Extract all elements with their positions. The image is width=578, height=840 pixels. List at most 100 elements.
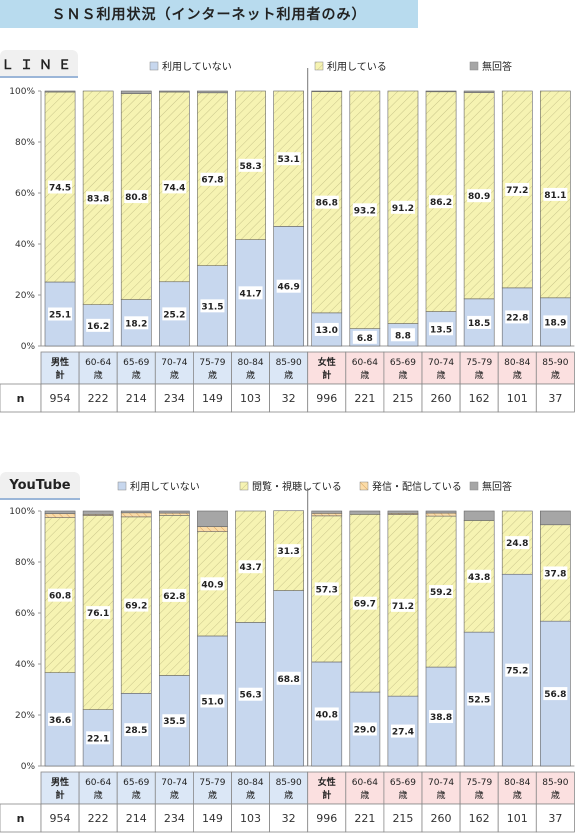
bar-segment bbox=[425, 90, 457, 93]
data-label: 69.7 bbox=[354, 600, 376, 610]
data-label-bg bbox=[238, 687, 263, 701]
category-cell bbox=[269, 351, 309, 385]
category-label: 75-79 bbox=[199, 778, 225, 788]
data-label: 25.1 bbox=[49, 310, 71, 320]
data-label: 22.8 bbox=[506, 313, 528, 323]
bar-segment bbox=[197, 526, 228, 532]
n-value: 37 bbox=[548, 392, 562, 405]
n-value: 222 bbox=[88, 812, 109, 825]
data-label: 80.8 bbox=[125, 193, 147, 203]
data-label-bg bbox=[505, 310, 530, 324]
data-label: 86.2 bbox=[430, 198, 452, 208]
category-label: 85-90 bbox=[276, 778, 302, 788]
data-label-bg bbox=[200, 172, 225, 186]
category-cell bbox=[307, 351, 347, 385]
data-label: 51.0 bbox=[201, 697, 223, 707]
data-label: 77.2 bbox=[506, 186, 528, 196]
category-cell bbox=[269, 771, 309, 805]
data-label-bg bbox=[543, 315, 568, 329]
y-tick-label: 100% bbox=[9, 87, 35, 97]
category-label: 80-84 bbox=[504, 778, 530, 788]
bar-segment bbox=[463, 90, 495, 93]
data-label-bg bbox=[467, 692, 492, 706]
data-label: 13.0 bbox=[316, 326, 338, 336]
data-label-bg bbox=[543, 187, 568, 201]
category-label: 75-79 bbox=[199, 358, 225, 368]
data-label: 35.5 bbox=[163, 717, 185, 727]
legend-swatch bbox=[239, 481, 249, 491]
data-label-bg bbox=[86, 318, 111, 332]
category-label: 60-64 bbox=[85, 778, 111, 788]
data-label-bg bbox=[352, 203, 377, 217]
data-label-bg bbox=[505, 536, 530, 550]
legend-swatch bbox=[117, 481, 127, 491]
data-label-bg bbox=[467, 569, 492, 583]
legend-label: 無回答 bbox=[482, 60, 512, 73]
category-label: 計 bbox=[56, 789, 65, 801]
bar-segment bbox=[311, 90, 343, 92]
n-cell bbox=[497, 383, 537, 413]
n-cell bbox=[116, 803, 156, 833]
legend-swatch bbox=[314, 61, 324, 71]
data-label: 74.4 bbox=[163, 183, 185, 193]
data-label: 69.2 bbox=[125, 602, 147, 612]
category-label: 65-69 bbox=[390, 358, 416, 368]
legend-item: 利用していない bbox=[117, 481, 200, 493]
n-cell bbox=[231, 383, 270, 413]
data-label: 37.8 bbox=[544, 569, 566, 579]
category-label: 歳 bbox=[246, 789, 255, 801]
n-cell bbox=[40, 803, 80, 833]
n-cell bbox=[383, 803, 423, 833]
n-cell bbox=[307, 383, 347, 413]
n-cell bbox=[535, 803, 575, 833]
category-cell bbox=[383, 351, 423, 385]
y-tick-label: 40% bbox=[15, 660, 35, 670]
bar-segment bbox=[425, 512, 457, 517]
bar-segment bbox=[159, 512, 190, 516]
data-label: 31.3 bbox=[278, 547, 300, 557]
legend-item: 発信・配信している bbox=[359, 480, 462, 493]
data-label: 27.4 bbox=[392, 728, 414, 738]
bar-segment bbox=[120, 510, 152, 514]
n-value: 215 bbox=[392, 392, 413, 405]
category-cell bbox=[497, 351, 537, 385]
bar-segment bbox=[197, 90, 228, 94]
category-label: 80-84 bbox=[237, 778, 263, 788]
category-label: 女性 bbox=[318, 776, 336, 788]
data-label-bg bbox=[86, 731, 111, 745]
category-label: 85-90 bbox=[276, 358, 302, 368]
category-label: 65-69 bbox=[123, 778, 149, 788]
data-label-bg bbox=[48, 712, 73, 726]
n-value: 260 bbox=[431, 812, 452, 825]
category-label: 歳 bbox=[246, 369, 255, 381]
data-label: 13.5 bbox=[430, 325, 452, 335]
y-tick-label: 40% bbox=[15, 240, 35, 250]
category-label: 歳 bbox=[398, 369, 407, 381]
category-label: 85-90 bbox=[542, 358, 568, 368]
category-cell bbox=[40, 771, 80, 805]
bar-segment bbox=[120, 90, 152, 94]
category-label: 歳 bbox=[132, 789, 141, 801]
y-tick-label: 20% bbox=[15, 291, 35, 301]
legend-item: 無回答 bbox=[469, 480, 512, 493]
bar-segment bbox=[349, 510, 381, 515]
data-label: 76.1 bbox=[87, 609, 109, 619]
data-label: 43.7 bbox=[239, 563, 261, 573]
category-cell bbox=[154, 771, 194, 805]
data-label: 62.8 bbox=[163, 592, 185, 602]
data-label-bg bbox=[352, 722, 377, 736]
bar-segment bbox=[44, 513, 76, 518]
category-label: 70-74 bbox=[428, 358, 454, 368]
data-label-bg bbox=[86, 606, 111, 620]
n-cell bbox=[269, 803, 309, 833]
youtube-panel-title: YouTube bbox=[0, 472, 80, 500]
n-value: 234 bbox=[164, 392, 185, 405]
data-label-bg bbox=[505, 663, 530, 677]
category-label: 歳 bbox=[475, 369, 484, 381]
bar-segment bbox=[159, 510, 190, 514]
category-label: 歳 bbox=[208, 789, 217, 801]
data-label-bg bbox=[429, 195, 454, 209]
category-label: 歳 bbox=[170, 369, 179, 381]
category-label: 65-69 bbox=[123, 358, 149, 368]
data-label-bg bbox=[238, 560, 263, 574]
